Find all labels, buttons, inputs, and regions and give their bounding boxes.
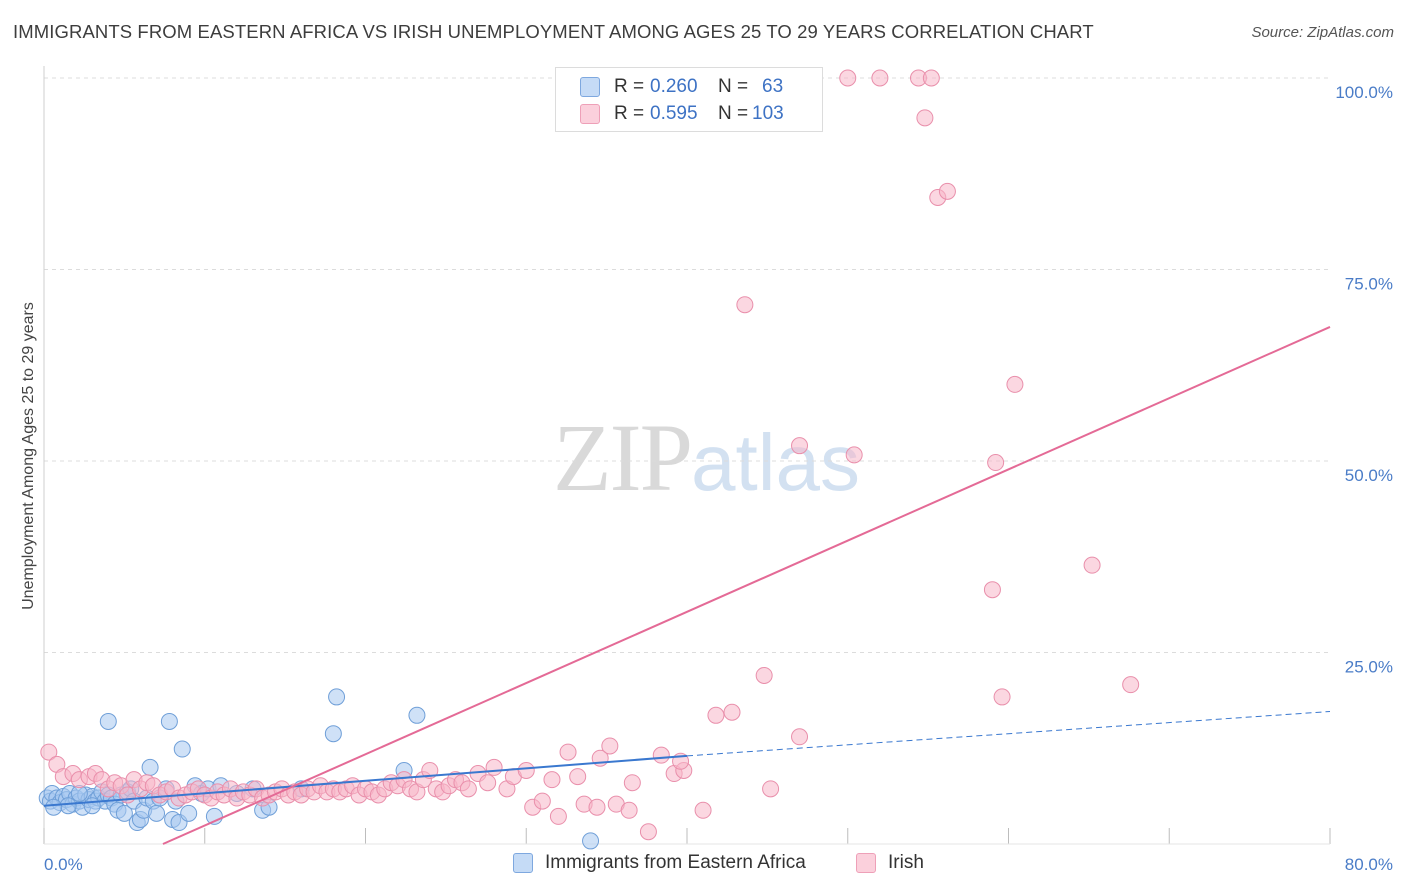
legend-row-irish: R = 0.595 N = 103 (580, 102, 784, 126)
point-irish (723, 703, 741, 721)
point-irish (421, 761, 439, 779)
point-irish (993, 688, 1011, 706)
series-legend: Immigrants from Eastern Africa Irish (0, 852, 1406, 878)
point-eastern-africa (160, 712, 178, 730)
trendline-eastern-africa-extension (686, 710, 1331, 757)
point-irish (916, 109, 934, 127)
point-irish (623, 774, 641, 792)
point-eastern-africa (148, 804, 166, 822)
legend-swatch-eastern-africa (513, 853, 533, 873)
point-irish (755, 666, 773, 684)
x-tick-label: 80.0% (1345, 855, 1393, 874)
point-irish (588, 798, 606, 816)
point-eastern-africa (408, 706, 426, 724)
legend-swatch-eastern-africa (580, 77, 600, 97)
point-irish (871, 69, 889, 87)
legend-n-value: 103 (752, 103, 784, 124)
point-eastern-africa (115, 804, 133, 822)
legend-swatch-irish (580, 104, 600, 124)
point-irish (707, 706, 725, 724)
point-eastern-africa (582, 832, 600, 850)
point-eastern-africa (45, 798, 63, 816)
legend-row-eastern-africa: R = 0.260 N = 63 (580, 75, 783, 99)
source-attribution: Source: ZipAtlas.com (1251, 24, 1394, 41)
trendline-irish (162, 326, 1331, 845)
y-tick-label: 75.0% (1345, 275, 1393, 294)
chart-title: IMMIGRANTS FROM EASTERN AFRICA VS IRISH … (13, 21, 1094, 42)
point-irish (569, 768, 587, 786)
point-irish (459, 780, 477, 798)
y-tick-label: 25.0% (1345, 658, 1393, 677)
point-eastern-africa (173, 740, 191, 758)
y-tick-label: 100.0% (1335, 83, 1393, 102)
legend-n-value: 63 (762, 76, 784, 97)
point-irish (533, 792, 551, 810)
trendline-eastern-africa (43, 754, 688, 807)
watermark-atlas: atlas (691, 418, 860, 507)
point-irish (559, 743, 577, 761)
y-tick-label: 50.0% (1345, 466, 1393, 485)
watermark: ZIPatlas (553, 402, 860, 513)
point-irish (639, 823, 657, 841)
point-eastern-africa (180, 804, 198, 822)
point-irish (762, 780, 780, 798)
point-eastern-africa (328, 688, 346, 706)
point-eastern-africa (83, 797, 101, 815)
x-tick-label: 0.0% (44, 855, 83, 874)
point-irish (479, 774, 497, 792)
point-irish (987, 454, 1005, 472)
point-irish (620, 801, 638, 819)
legend-item-irish: Irish (856, 852, 924, 874)
point-irish (543, 771, 561, 789)
point-irish (1122, 676, 1140, 694)
legend-r-label: R = (614, 103, 645, 124)
point-irish (40, 743, 58, 761)
legend-r-value: 0.260 (650, 76, 698, 97)
legend-n-label: N = (718, 76, 749, 97)
point-irish (791, 728, 809, 746)
legend-swatch-irish (856, 853, 876, 873)
point-irish (652, 746, 670, 764)
point-irish (601, 737, 619, 755)
point-irish (736, 296, 754, 314)
correlation-legend: R = 0.260 N = 63 R = 0.595 N = 103 (555, 67, 823, 132)
point-irish (549, 807, 567, 825)
point-irish (839, 69, 857, 87)
point-eastern-africa (141, 758, 159, 776)
legend-label-irish: Irish (888, 852, 924, 873)
point-irish (791, 437, 809, 455)
point-irish (1083, 556, 1101, 574)
point-eastern-africa (99, 712, 117, 730)
legend-item-eastern-africa: Immigrants from Eastern Africa (513, 852, 806, 874)
legend-n-label: N = (718, 103, 749, 124)
point-eastern-africa (59, 797, 77, 815)
point-irish (485, 758, 503, 776)
point-irish (517, 761, 535, 779)
point-irish (922, 69, 940, 87)
point-irish (845, 446, 863, 464)
legend-r-label: R = (614, 76, 645, 97)
point-irish (938, 182, 956, 200)
watermark-zip: ZIP (553, 404, 693, 511)
legend-label-eastern-africa: Immigrants from Eastern Africa (545, 852, 806, 873)
legend-r-value: 0.595 (650, 103, 698, 124)
point-irish (983, 581, 1001, 599)
point-irish (694, 801, 712, 819)
point-irish (1006, 375, 1024, 393)
point-eastern-africa (324, 725, 342, 743)
